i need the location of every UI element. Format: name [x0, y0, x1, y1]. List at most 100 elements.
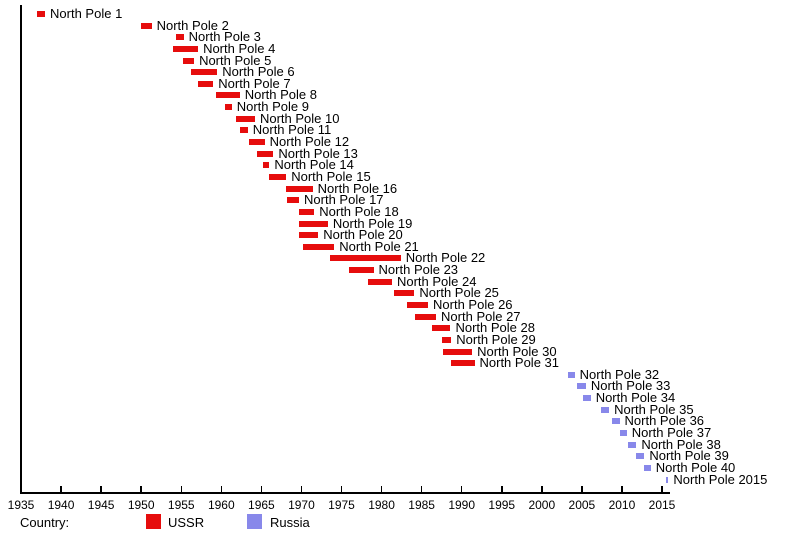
x-tick: [20, 486, 22, 492]
station-label: North Pole 32: [579, 366, 660, 382]
x-tick-label: 1975: [328, 498, 355, 512]
legend-label-ussr: USSR: [168, 515, 205, 530]
station-bar: [173, 45, 199, 52]
station-bar: [367, 278, 392, 285]
x-tick: [140, 486, 142, 492]
station-label: North Pole 37: [631, 425, 712, 441]
station-label: North Pole 28: [455, 320, 535, 336]
y-axis: [19, 5, 22, 494]
x-tick: [621, 486, 623, 492]
station-bar: [568, 371, 575, 378]
x-tick: [380, 486, 383, 492]
station-bar: [415, 313, 437, 320]
station-bar: [299, 208, 315, 215]
station-label: North Pole 16: [317, 180, 398, 196]
station-label: North Pole 23: [378, 262, 459, 278]
station-label: North Pole 33: [590, 378, 671, 394]
x-tick-label: 2010: [608, 498, 636, 512]
station-bar: [644, 464, 651, 471]
x-tick: [541, 486, 543, 492]
legend-swatch-russia: [247, 514, 262, 529]
legend-title: Country:: [20, 515, 70, 530]
x-tick-label: 1945: [87, 498, 115, 512]
station-bar: [620, 430, 627, 437]
station-bar: [235, 115, 255, 122]
x-tick-label: 1995: [488, 498, 516, 512]
station-label: North Pole 39: [649, 448, 729, 464]
x-tick-label: 2015: [648, 498, 676, 512]
station-label: North Pole 38: [641, 436, 721, 452]
station-bar: [611, 418, 620, 425]
station-bar: [443, 348, 473, 355]
x-tick: [420, 486, 423, 492]
station-label: North Pole 40: [655, 459, 736, 475]
legend-label-russia: Russia: [270, 515, 310, 530]
station-label: North Pole 13: [278, 145, 358, 161]
x-tick: [180, 486, 182, 492]
station-bar: [215, 92, 240, 99]
station-bar: [239, 127, 248, 134]
station-bar: [577, 383, 586, 390]
station-label: North Pole 2015: [673, 471, 768, 487]
station-label: North Pole 8: [244, 87, 317, 103]
station-label: North Pole 5: [199, 52, 272, 68]
station-bar: [262, 162, 270, 169]
station-bar: [287, 197, 300, 204]
station-label: North Pole 12: [269, 134, 350, 150]
x-tick: [260, 486, 263, 492]
station-bar: [225, 104, 232, 111]
x-tick: [661, 486, 663, 492]
station-bar: [393, 290, 415, 297]
station-label: North Pole 19: [332, 215, 413, 231]
station-label: North Pole 11: [252, 122, 332, 138]
station-bar: [441, 336, 452, 343]
station-label: North Pole 20: [323, 227, 403, 243]
x-tick-label: 1970: [288, 498, 315, 512]
station-label: North Pole 27: [441, 308, 521, 324]
station-bar: [348, 267, 374, 274]
station-label: North Pole 18: [319, 203, 399, 219]
station-bar: [141, 22, 152, 29]
station-bar: [175, 34, 184, 41]
x-tick: [460, 486, 463, 492]
x-tick-label: 1955: [167, 498, 195, 512]
station-label: North Pole 9: [236, 99, 309, 115]
station-label: North Pole 1: [50, 6, 123, 21]
station-bar: [407, 302, 429, 308]
station-bar: [583, 395, 591, 402]
station-label: North Pole 31: [479, 355, 560, 371]
x-tick: [60, 486, 62, 492]
x-tick-label: 1980: [368, 498, 395, 512]
station-label: North Pole 10: [259, 110, 340, 126]
x-tick-label: 1985: [408, 498, 435, 512]
station-bar: [198, 80, 214, 87]
x-tick-label: 1960: [207, 498, 235, 512]
station-label: North Pole 35: [614, 401, 694, 417]
station-label: North Pole 2: [156, 17, 229, 33]
station-label: North Pole 15: [291, 168, 371, 184]
station-bar: [269, 173, 287, 180]
legend: Country: USSR Russia: [0, 513, 800, 533]
station-bar: [432, 325, 451, 332]
station-label: North Pole 14: [274, 157, 354, 173]
station-bar: [299, 232, 319, 239]
station-label: North Pole 7: [218, 75, 291, 91]
x-axis: [19, 492, 670, 494]
station-bar: [628, 441, 637, 448]
x-tick: [581, 486, 583, 492]
station-label: North Pole 17: [304, 192, 384, 208]
station-bar: [257, 150, 274, 157]
station-label: North Pole 3: [188, 29, 261, 45]
legend-swatch-ussr: [146, 514, 161, 529]
station-label: North Pole 24: [396, 273, 477, 289]
station-label: North Pole 29: [456, 331, 536, 347]
x-tick-label: 2005: [568, 498, 596, 512]
x-tick-label: 1935: [7, 498, 35, 512]
x-tick: [300, 486, 303, 492]
station-label: North Pole 26: [433, 297, 513, 312]
station-label: North Pole 25: [419, 285, 499, 301]
x-tick: [340, 486, 343, 492]
station-label: North Pole 4: [203, 40, 276, 56]
station-label: North Pole 21: [339, 238, 419, 254]
